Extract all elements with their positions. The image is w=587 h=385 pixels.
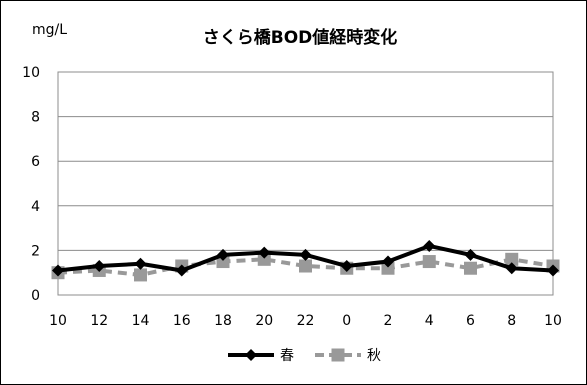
x-tick-label: 10 xyxy=(544,313,562,329)
y-unit-label: mg/L xyxy=(32,22,67,38)
data-point-marker xyxy=(382,255,394,268)
data-point-marker xyxy=(505,252,519,266)
x-tick-label: 14 xyxy=(132,313,150,329)
data-point-marker xyxy=(217,248,229,261)
x-tick-label: 2 xyxy=(384,313,393,329)
x-tick-label: 20 xyxy=(255,313,273,329)
data-point-marker xyxy=(422,255,436,269)
y-tick-label: 8 xyxy=(31,110,40,126)
data-point-marker xyxy=(134,268,147,282)
legend-item: 秋 xyxy=(315,348,381,364)
legend: 春秋 xyxy=(228,348,381,364)
data-point-marker xyxy=(505,262,518,275)
x-tick-label: 12 xyxy=(90,313,108,329)
legend-marker xyxy=(331,348,345,362)
chart-title: さくら橋BOD値経時変化 xyxy=(203,27,398,48)
y-tick-label: 2 xyxy=(31,243,40,259)
y-tick-label: 6 xyxy=(31,154,40,170)
data-point-marker xyxy=(257,252,271,266)
x-tick-label: 16 xyxy=(173,313,191,329)
data-point-marker xyxy=(258,246,271,259)
x-tick-label: 22 xyxy=(297,313,315,329)
series-spring xyxy=(52,239,559,277)
data-point-marker xyxy=(216,255,230,269)
data-point-marker xyxy=(464,261,477,275)
x-tick-label: 4 xyxy=(425,313,434,329)
data-point-marker xyxy=(299,248,312,261)
legend-label: 秋 xyxy=(367,348,381,364)
data-point-marker xyxy=(464,248,477,261)
x-tick-label: 8 xyxy=(507,313,516,329)
data-point-marker xyxy=(93,260,106,273)
x-tick-label: 6 xyxy=(466,313,475,329)
data-point-marker xyxy=(423,239,436,252)
x-tick-labels: 10 12 14 16 18 20 22 0 2 4 6 8 10 xyxy=(49,313,562,329)
legend-item: 春 xyxy=(228,348,294,364)
data-point-marker xyxy=(299,259,312,273)
legend-label: 春 xyxy=(280,348,294,364)
data-point-marker xyxy=(134,257,147,270)
y-tick-label: 4 xyxy=(31,199,40,215)
data-point-marker xyxy=(381,261,395,275)
data-point-marker xyxy=(175,264,188,277)
y-tick-label: 0 xyxy=(31,288,40,304)
y-tick-label: 10 xyxy=(22,65,40,81)
x-tick-label: 0 xyxy=(342,313,351,329)
series-group xyxy=(51,239,560,282)
data-point-marker xyxy=(52,264,64,277)
plot-area-border xyxy=(57,71,554,296)
x-tick-label: 18 xyxy=(214,313,232,329)
y-tick-labels: 0 2 4 6 8 10 xyxy=(22,65,40,304)
x-tick-label: 10 xyxy=(49,313,67,329)
data-point-marker xyxy=(547,264,559,277)
data-point-marker xyxy=(340,260,353,273)
legend-marker xyxy=(245,349,257,361)
